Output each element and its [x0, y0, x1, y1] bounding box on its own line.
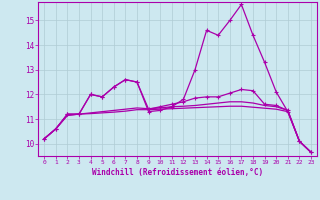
X-axis label: Windchill (Refroidissement éolien,°C): Windchill (Refroidissement éolien,°C) [92, 168, 263, 177]
